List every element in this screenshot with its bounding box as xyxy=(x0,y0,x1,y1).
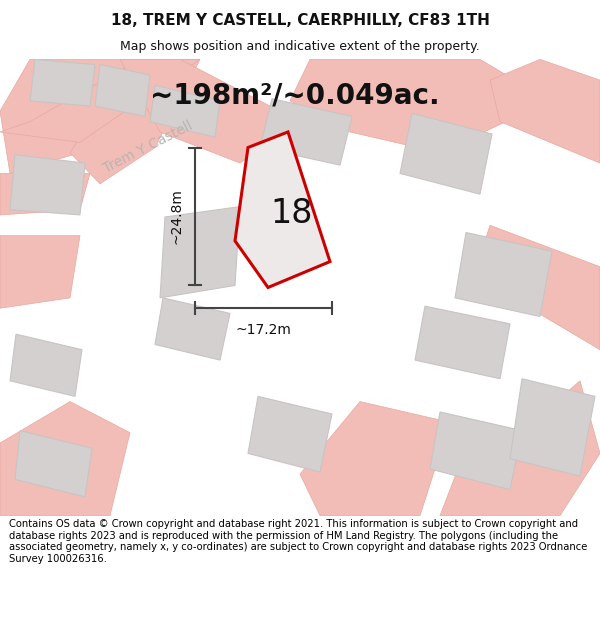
Text: Contains OS data © Crown copyright and database right 2021. This information is : Contains OS data © Crown copyright and d… xyxy=(9,519,587,564)
Polygon shape xyxy=(95,64,150,116)
Polygon shape xyxy=(300,401,450,516)
Text: Trem Y Castell: Trem Y Castell xyxy=(101,119,195,176)
Polygon shape xyxy=(0,173,90,215)
Polygon shape xyxy=(290,59,550,152)
Text: ~24.8m: ~24.8m xyxy=(169,189,183,244)
Polygon shape xyxy=(455,232,552,316)
Polygon shape xyxy=(440,381,600,516)
Polygon shape xyxy=(150,85,220,137)
Text: ~17.2m: ~17.2m xyxy=(236,322,292,337)
Polygon shape xyxy=(0,59,130,173)
Polygon shape xyxy=(0,236,80,308)
Text: 18, TREM Y CASTELL, CAERPHILLY, CF83 1TH: 18, TREM Y CASTELL, CAERPHILLY, CF83 1TH xyxy=(110,13,490,28)
Polygon shape xyxy=(235,132,330,288)
Polygon shape xyxy=(120,59,300,163)
Text: 18: 18 xyxy=(271,198,313,231)
Polygon shape xyxy=(0,59,200,142)
Polygon shape xyxy=(490,59,600,163)
Polygon shape xyxy=(480,225,600,350)
Text: ~198m²/~0.049ac.: ~198m²/~0.049ac. xyxy=(150,82,440,109)
Text: Map shows position and indicative extent of the property.: Map shows position and indicative extent… xyxy=(120,41,480,53)
Polygon shape xyxy=(430,412,522,490)
Polygon shape xyxy=(10,334,82,396)
Polygon shape xyxy=(400,113,492,194)
Polygon shape xyxy=(30,59,95,106)
Polygon shape xyxy=(510,379,595,476)
Polygon shape xyxy=(70,59,200,184)
Polygon shape xyxy=(155,298,230,360)
Polygon shape xyxy=(0,401,130,516)
Polygon shape xyxy=(248,396,332,472)
Polygon shape xyxy=(10,155,85,215)
Polygon shape xyxy=(15,431,92,497)
Polygon shape xyxy=(260,99,352,165)
Polygon shape xyxy=(160,207,240,298)
Polygon shape xyxy=(415,306,510,379)
